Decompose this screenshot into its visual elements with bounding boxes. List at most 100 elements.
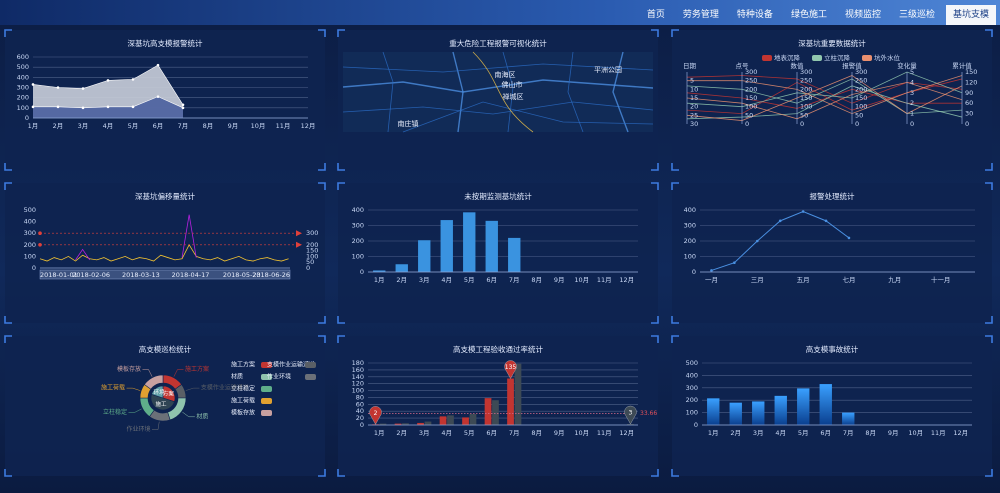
panel-title: 重大危险工程报警可视化统计 <box>449 38 547 48</box>
nav-tab[interactable]: 视频监控 <box>844 10 881 20</box>
panel-corner <box>4 182 12 190</box>
panel-title: 未按期监测基坑统计 <box>464 191 532 201</box>
data-point <box>31 83 35 86</box>
bar <box>508 237 521 272</box>
x-tick-label: 8月 <box>203 122 214 130</box>
x-tick-label: 9月 <box>554 276 565 284</box>
y-tick-label: 0 <box>306 264 310 272</box>
map-label: 平洲公园 <box>594 66 622 74</box>
x-tick-label: 11月 <box>931 429 946 437</box>
x-tick-label: 5月 <box>798 429 809 437</box>
panel-corner <box>4 335 12 343</box>
bar <box>463 212 476 272</box>
y-tick-label: 400 <box>352 206 364 214</box>
nav-tab[interactable]: 三级巡检 <box>898 10 935 20</box>
data-point <box>106 79 110 82</box>
nav-tab[interactable]: 基坑支模 <box>945 5 996 25</box>
panel-corner <box>318 316 326 324</box>
bar <box>485 220 498 272</box>
x-tick-label: 6月 <box>486 429 497 437</box>
tab-list: 首页 劳务管理 特种设备 绿色施工 视频监控 三级巡检 基坑支模 <box>640 5 996 25</box>
x-tick-label: 1月 <box>374 429 385 437</box>
x-tick-label: 七月 <box>842 275 855 284</box>
axis-name: 数值 <box>791 61 805 70</box>
data-point <box>778 219 782 223</box>
data-point <box>131 78 135 81</box>
label-leader <box>151 421 160 430</box>
y-tick-label: 400 <box>686 371 698 379</box>
x-tick-label: 12月 <box>619 429 634 437</box>
bar <box>394 423 402 425</box>
x-tick-label: 1月 <box>374 276 385 284</box>
parallel-line <box>686 78 963 115</box>
data-point <box>847 236 851 240</box>
panel-corner <box>318 335 326 343</box>
mark-pin <box>624 405 637 425</box>
axis-tick-label: 150 <box>855 94 867 102</box>
y-tick-label: 150 <box>306 247 318 255</box>
x-tick-label: 4月 <box>103 122 114 130</box>
nav-tab[interactable]: 绿色施工 <box>790 10 827 20</box>
axis-tick-label: 5 <box>910 68 914 76</box>
x-tick-label: 5月 <box>464 276 475 284</box>
panel-corner <box>985 29 993 37</box>
nav-tab[interactable]: 劳务管理 <box>682 10 719 20</box>
x-tick-label: 10月 <box>574 429 589 437</box>
axis-tick-label: 250 <box>800 77 812 85</box>
axis-tick-label: 250 <box>855 77 867 85</box>
y-tick-label: 0 <box>692 268 696 276</box>
slice-label: 施工方案 <box>185 365 209 373</box>
y-tick-label: 180 <box>352 359 364 367</box>
bar <box>797 388 810 425</box>
legend-swatch <box>261 374 272 380</box>
zoom-slider <box>39 269 291 280</box>
x-tick-label: 5月 <box>128 122 139 130</box>
y-tick-label: 300 <box>24 229 36 237</box>
map-label: 禅城区 <box>503 92 524 101</box>
x-tick-label: 11月 <box>597 429 612 437</box>
legend-swatch <box>862 55 872 61</box>
legend-swatch <box>812 55 822 61</box>
x-tick-label: 8月 <box>531 429 542 437</box>
y-tick-label: 50 <box>306 258 314 266</box>
panel-corner <box>671 182 679 190</box>
bar <box>462 417 469 425</box>
legend-label: 支模作业运输通道 <box>267 361 315 369</box>
nav-tab[interactable]: 首页 <box>646 10 665 20</box>
y-tick-label: 600 <box>17 53 29 61</box>
parallel-line <box>686 71 963 108</box>
nav-tab[interactable]: 特种设备 <box>736 10 773 20</box>
x-tick-label: 4月 <box>441 276 452 284</box>
x-tick-label: 2018-05-23 <box>223 271 261 279</box>
x-tick-label: 2月 <box>53 122 64 130</box>
axis-tick-label: 100 <box>855 103 867 111</box>
panel-corner <box>985 469 993 477</box>
panel-corner <box>651 335 659 343</box>
mark-pin-label: 2 <box>374 410 378 417</box>
slice-label: 材质 <box>196 412 208 420</box>
y-tick-label: 120 <box>352 380 364 388</box>
data-point <box>733 261 736 265</box>
x-tick-label: 11月 <box>597 276 612 284</box>
y-tick-label: 500 <box>686 359 698 367</box>
panel-corner <box>671 469 679 477</box>
data-point <box>156 63 160 67</box>
panel-title: 高支模巡检统计 <box>139 344 192 354</box>
mark-pin <box>504 360 517 379</box>
panel-corner <box>337 335 345 343</box>
axis-tick-label: 25 <box>690 111 698 119</box>
axis-tick-label: 30 <box>965 110 973 118</box>
mark-line-start <box>38 243 42 247</box>
y-tick-label: 100 <box>24 252 36 260</box>
parallel-line <box>686 85 963 120</box>
panel <box>5 183 325 323</box>
y-tick-label: 400 <box>684 206 696 214</box>
axis-tick-label: 50 <box>800 111 808 119</box>
x-tick-label: 6月 <box>486 276 497 284</box>
x-tick-label: 8月 <box>865 429 876 437</box>
axis-tick-label: 150 <box>745 94 757 102</box>
legend-label: 立柱稳定 <box>231 385 255 393</box>
y-tick-label: 500 <box>24 206 36 214</box>
axis-tick-label: 150 <box>800 94 812 102</box>
x-tick-label: 2018-02-06 <box>72 271 110 279</box>
